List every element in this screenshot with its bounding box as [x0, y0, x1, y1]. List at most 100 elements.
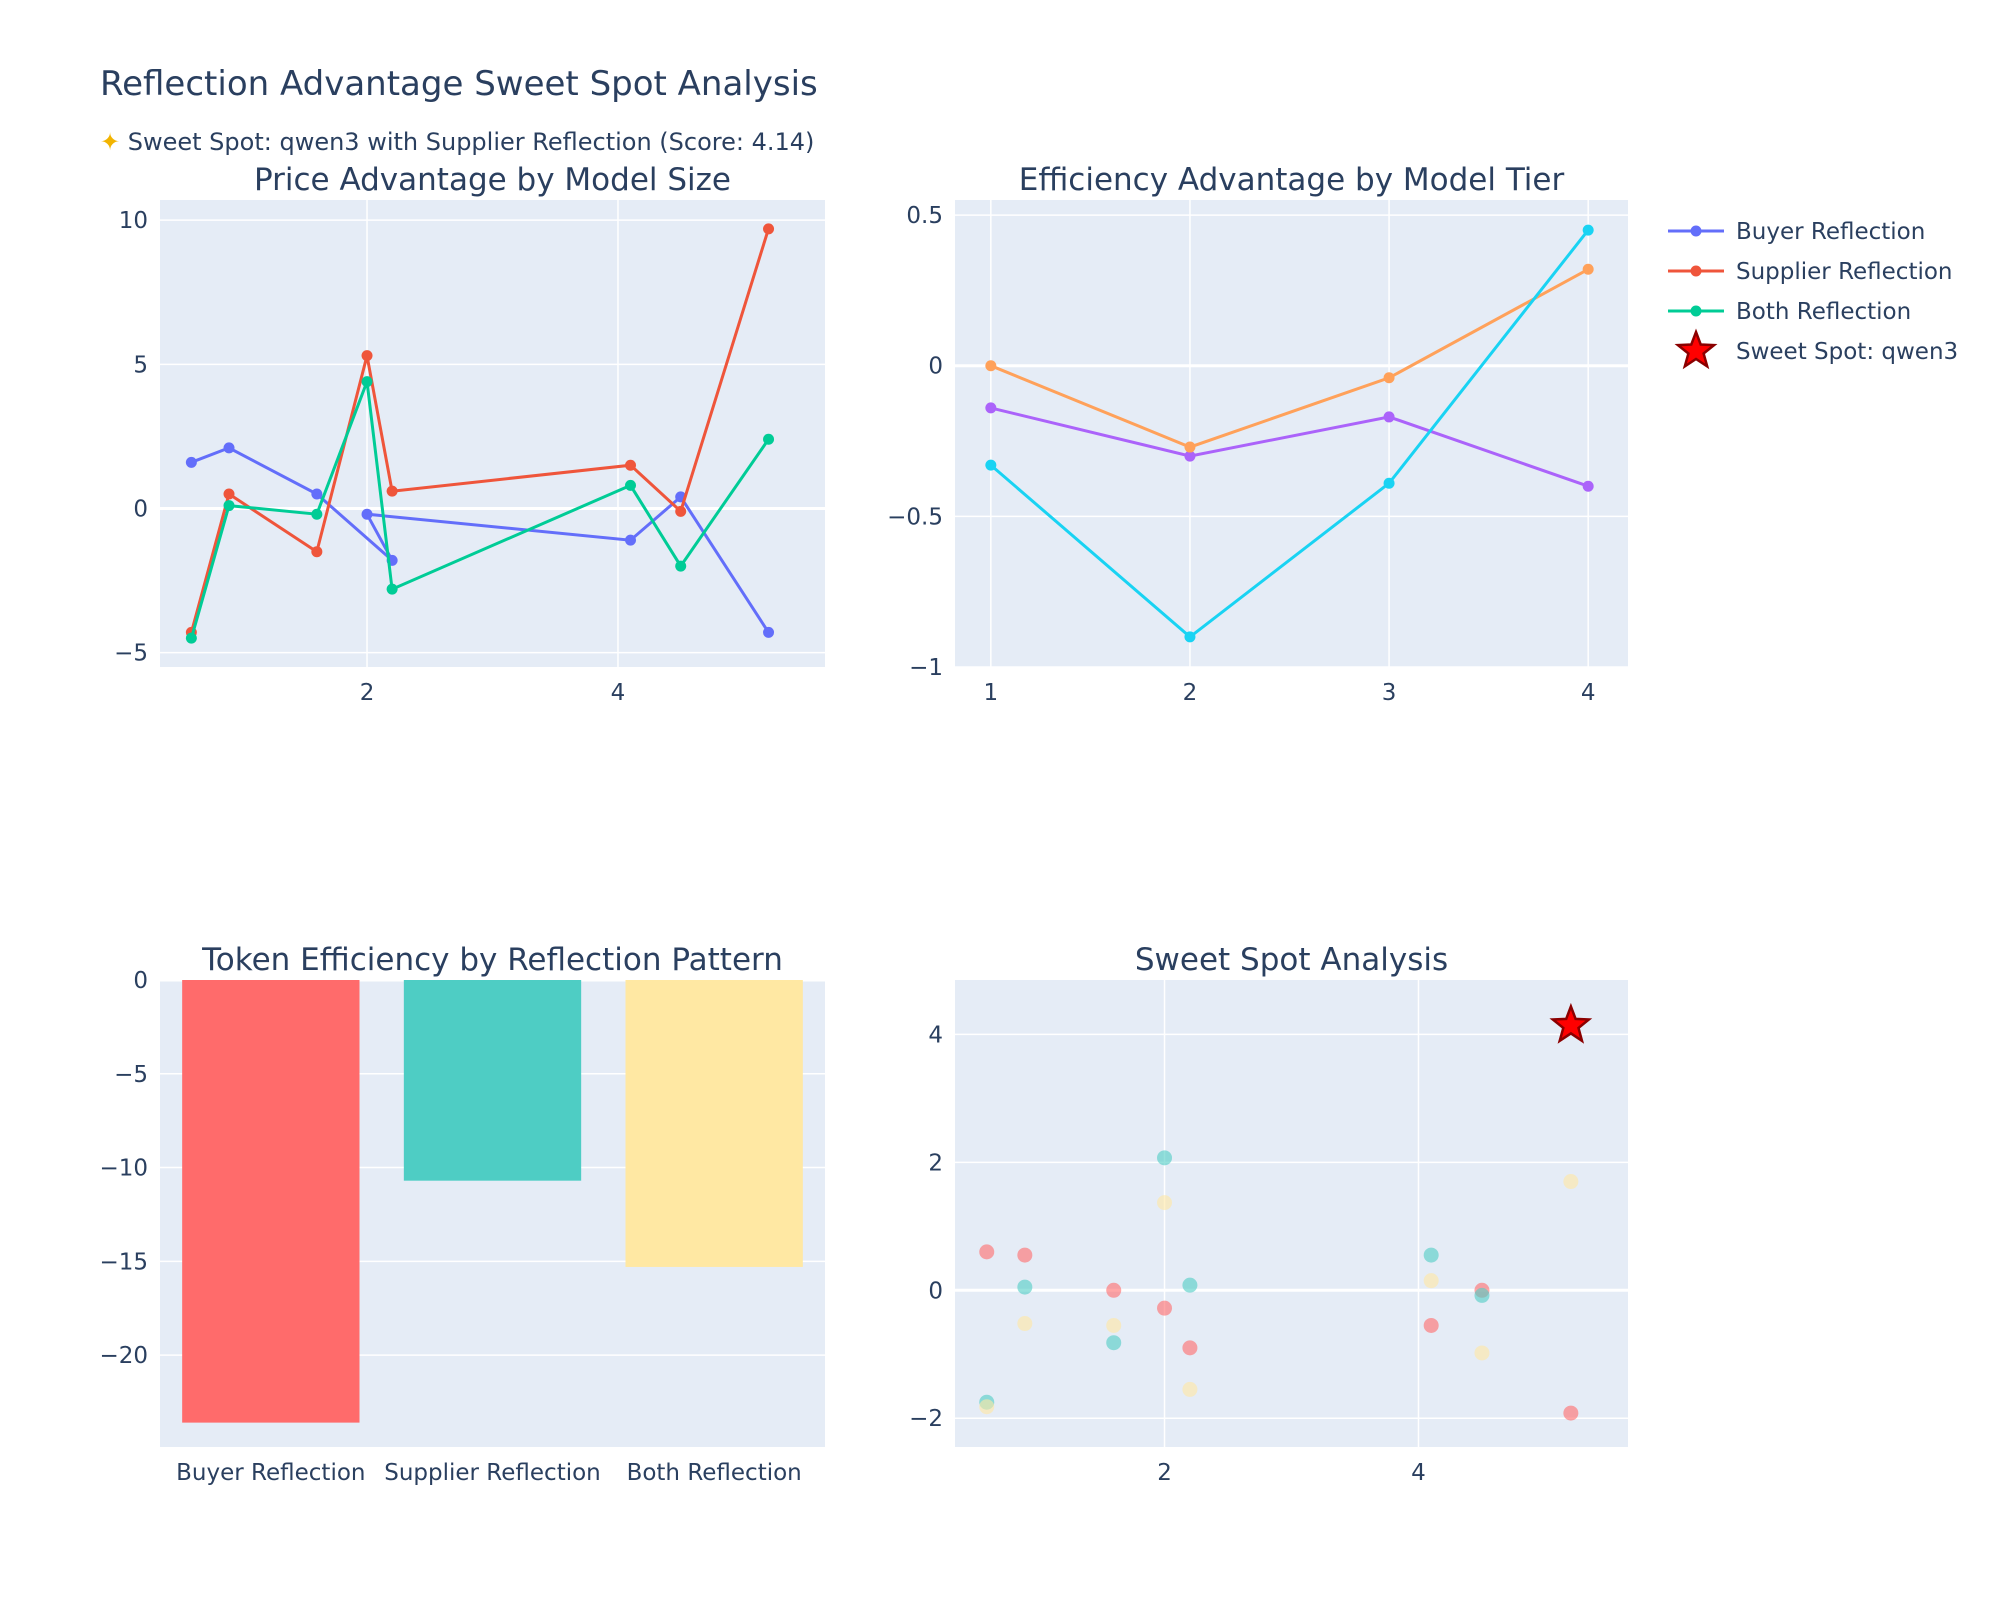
legend-label-sweet-spot-qwen3: Sweet Spot: qwen3 — [1736, 339, 1958, 365]
point-both-reflection — [675, 560, 687, 572]
chart-panel-3: Token Efficiency by Reflection Pattern −2… — [99, 942, 825, 1486]
plot-area — [955, 980, 1628, 1447]
bar-buyer-reflection — [182, 980, 360, 1423]
scatter-point-1 — [1157, 1300, 1173, 1316]
x-tick-label: 3 — [1382, 680, 1397, 706]
scatter-point-2 — [1474, 1287, 1490, 1303]
scatter-point-1 — [1563, 1405, 1579, 1421]
x-tick-label: 4 — [1411, 1460, 1426, 1486]
point-supplier-reflection — [625, 459, 637, 471]
scatter-point-2 — [1017, 1279, 1033, 1295]
chart-panel-2: Efficiency Advantage by Model Tier −1 −0.5… — [887, 162, 1628, 706]
y-tick-label: −0.5 — [887, 504, 943, 530]
point-both-reflection — [223, 500, 235, 512]
y-tick-label: 0 — [133, 496, 148, 522]
plot-area — [955, 200, 1628, 667]
y-tick-label: −1 — [909, 655, 943, 681]
panel-title: Token Efficiency by Reflection Pattern — [201, 942, 783, 978]
scatter-point-3 — [1157, 1195, 1173, 1211]
point-series-2 — [1184, 441, 1196, 453]
scatter-point-1 — [1017, 1247, 1033, 1263]
scatter-point-1 — [1423, 1317, 1439, 1333]
scatter-point-2 — [1423, 1247, 1439, 1263]
point-both-reflection — [625, 479, 637, 491]
x-tick-label: 4 — [1581, 680, 1596, 706]
point-buyer-reflection — [625, 534, 637, 546]
bar-supplier-reflection — [403, 980, 582, 1181]
line-both-reflection — [189, 381, 770, 639]
panel-title: Price Advantage by Model Size — [254, 162, 731, 198]
point-both-reflection — [386, 583, 398, 595]
y-tick-label: 4 — [928, 1022, 943, 1048]
point-series-2 — [1582, 263, 1594, 275]
point-supplier-reflection — [763, 223, 775, 235]
scatter-point-3 — [1474, 1345, 1490, 1361]
point-series-1 — [1582, 480, 1594, 492]
point-series-3 — [1383, 477, 1395, 489]
point-series-2 — [985, 360, 997, 372]
legend-star-icon — [1674, 328, 1718, 370]
y-tick-label: −2 — [909, 1406, 943, 1432]
point-series-2 — [1383, 372, 1395, 384]
point-supplier-reflection — [361, 350, 373, 362]
scatter-point-2 — [1157, 1150, 1173, 1166]
panel-title: Efficiency Advantage by Model Tier — [1019, 162, 1565, 198]
y-tick-label: 10 — [119, 208, 148, 234]
y-tick-label: 0 — [133, 968, 148, 994]
point-buyer-reflection — [311, 488, 323, 500]
scatter-point-3 — [1563, 1174, 1579, 1190]
legend: Buyer Reflection Supplier Reflection Both … — [1668, 219, 1958, 370]
point-both-reflection — [361, 376, 373, 388]
point-buyer-reflection — [185, 456, 197, 468]
page-title: Reflection Advantage Sweet Spot Analysis — [100, 64, 818, 104]
scatter-point-3 — [1182, 1381, 1198, 1397]
point-buyer-reflection — [223, 442, 235, 454]
legend-label-supplier-reflection: Supplier Reflection — [1736, 259, 1953, 285]
sweet-spot-star-icon — [1549, 1002, 1593, 1044]
y-tick-label: −10 — [99, 1156, 148, 1182]
y-tick-label: 2 — [928, 1150, 943, 1176]
x-tick-label: Buyer Reflection — [176, 1460, 365, 1486]
y-tick-label: −5 — [114, 1062, 148, 1088]
point-buyer-reflection — [361, 508, 373, 520]
y-tick-label: −20 — [99, 1343, 148, 1369]
x-tick-label: 2 — [1183, 680, 1198, 706]
legend-label-buyer-reflection: Buyer Reflection — [1736, 219, 1925, 245]
y-tick-label: 0.5 — [906, 203, 943, 229]
scatter-point-1 — [979, 1244, 995, 1260]
sparkle-star-icon: ✦ — [100, 128, 121, 156]
line-supplier-reflection — [189, 228, 770, 633]
plot-area — [160, 200, 825, 667]
legend-marker-supplier-reflection — [1690, 265, 1702, 277]
x-tick-label: 2 — [1157, 1460, 1172, 1486]
x-tick-label: 4 — [611, 680, 626, 706]
point-series-1 — [1383, 411, 1395, 423]
y-tick-label: 5 — [133, 352, 148, 378]
x-tick-label: 1 — [984, 680, 999, 706]
point-supplier-reflection — [386, 485, 398, 497]
y-tick-label: 0 — [928, 1278, 943, 1304]
subtitle-text: Sweet Spot: qwen3 with Supplier Reflecti… — [127, 128, 815, 156]
point-series-3 — [985, 459, 997, 471]
scatter-point-2 — [1182, 1277, 1198, 1293]
scatter-point-3 — [1423, 1273, 1439, 1289]
scatter-point-3 — [979, 1399, 995, 1415]
y-tick-label: 0 — [928, 354, 943, 380]
panel-title: Sweet Spot Analysis — [1135, 942, 1448, 978]
line-series-2 — [990, 267, 1589, 449]
point-supplier-reflection — [675, 505, 687, 517]
line-series-3 — [989, 229, 1590, 639]
point-supplier-reflection — [311, 546, 323, 558]
point-both-reflection — [185, 632, 197, 644]
legend-marker-buyer-reflection — [1690, 225, 1702, 237]
point-both-reflection — [763, 433, 775, 445]
scatter-point-3 — [1106, 1317, 1122, 1333]
point-series-1 — [985, 402, 997, 414]
page-subtitle: ✦ Sweet Spot: qwen3 with Supplier Reflec… — [100, 128, 814, 156]
x-tick-label: Supplier Reflection — [384, 1460, 601, 1486]
y-tick-label: −15 — [99, 1249, 148, 1275]
legend-label-both-reflection: Both Reflection — [1736, 299, 1911, 325]
line-series-1 — [990, 406, 1589, 488]
scatter-point-2 — [1106, 1335, 1122, 1351]
